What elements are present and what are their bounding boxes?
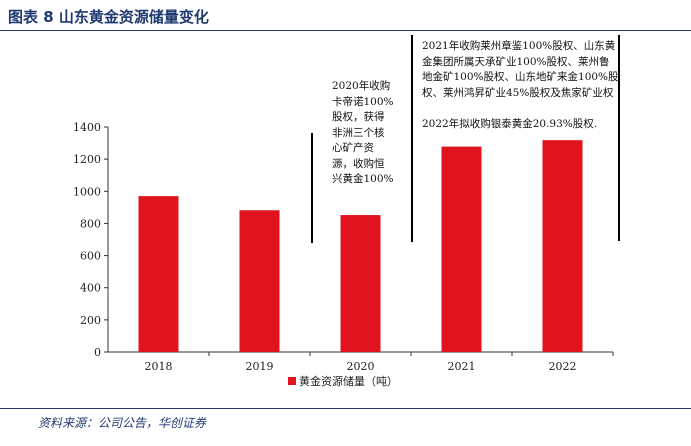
x-tick-label: 2020 [347,360,375,373]
bar-2022 [542,140,583,352]
legend-swatch [288,377,296,385]
y-tick-label: 1200 [73,153,101,166]
annotation-2021: 2021年收购莱州章鉴100%股权、山东黄金集团所属天承矿业100%股权、莱州鲁… [422,40,619,99]
figure-title: 图表 8 山东黄金资源储量变化 [8,8,209,26]
annotation-2020: 2020年收购卡帝诺100%股权，获得非洲三个核心矿产资源，收购恒兴黄金100% [332,80,394,185]
bar-2020 [340,215,381,352]
y-tick-label: 1000 [73,185,101,198]
bar-2019 [239,210,280,352]
title-divider [0,30,691,31]
y-tick-label: 1400 [73,121,101,134]
source-note: 资料来源：公司公告，华创证券 [38,416,207,430]
x-tick-label: 2018 [145,360,173,373]
x-tick-label: 2019 [246,360,274,373]
y-tick-label: 0 [94,346,101,359]
y-tick-label: 600 [80,250,101,263]
bar-2018 [138,196,179,352]
y-tick-label: 800 [80,217,101,230]
y-tick-label: 200 [80,314,101,327]
annotation-2022: 2022年拟收购银泰黄金20.93%股权. [422,118,598,130]
y-tick-label: 400 [80,282,101,295]
x-tick-label: 2022 [549,360,577,373]
x-tick-label: 2021 [448,360,476,373]
bar-2021 [441,146,482,352]
legend-label: 黄金资源储量（吨） [299,374,398,388]
footer-divider [0,408,691,409]
